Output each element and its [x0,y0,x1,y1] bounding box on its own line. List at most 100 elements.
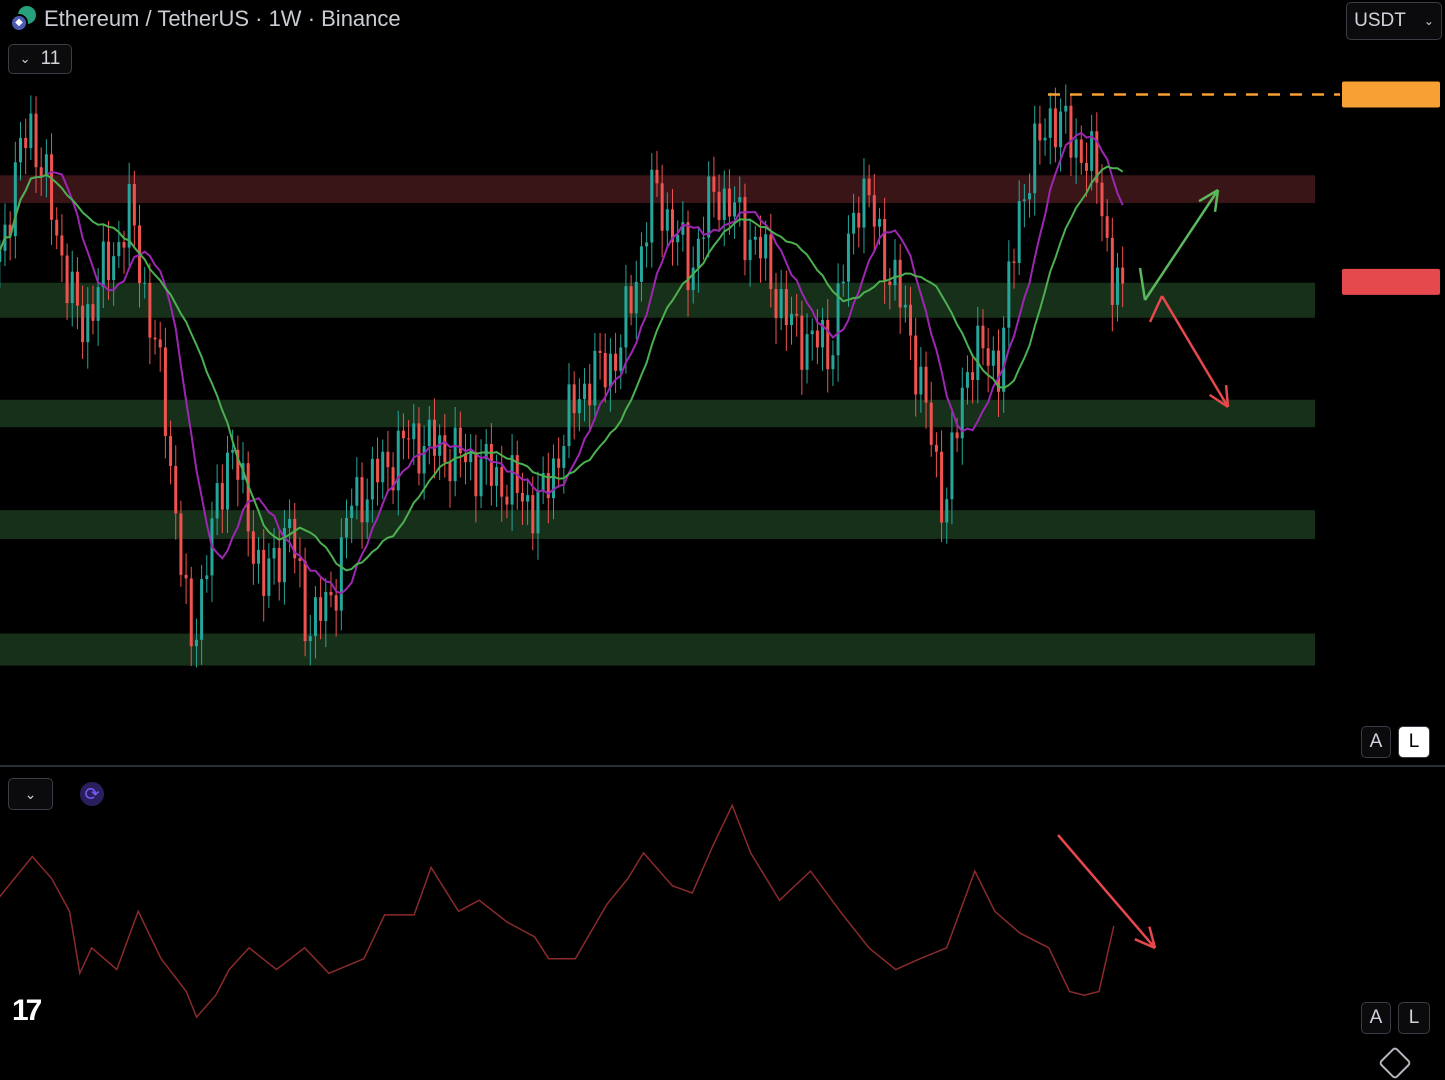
log-scale-button[interactable]: L [1398,726,1430,758]
candle-body [381,451,385,483]
candle-body [443,435,447,463]
candle-body [81,305,85,343]
candle-body [898,259,902,308]
candle-body [29,113,33,149]
candle-body [489,444,493,486]
candle-body [19,137,23,163]
zone-support [0,399,1315,428]
rsi-bear-arrow-head [1134,938,1156,950]
candle-body [272,547,276,559]
candle-body [577,399,581,414]
rsi-line [0,803,1115,1019]
candle-body [691,267,695,291]
candle-body [396,430,400,491]
symbol-title[interactable]: ◆ Ethereum / TetherUS · 1W · Binance [10,6,401,32]
auto-scale-button[interactable]: A [1361,726,1391,758]
candle-body [1110,237,1114,305]
candle-body [117,242,121,257]
candle-body [1100,182,1104,217]
candle-body [412,423,416,440]
candle-body [588,383,592,406]
candle-body [971,372,975,381]
candle-body [355,477,359,506]
candle-body [505,496,509,505]
candle-body [520,492,524,502]
candle-body [681,222,685,235]
candle-body [707,176,711,238]
candle-body [867,178,871,196]
candle-body [215,483,219,519]
candle-body [469,452,473,463]
candle-body [940,451,944,523]
candle-body [743,197,747,261]
candle-body [624,286,628,348]
candle-body [929,402,933,445]
candle-body [132,183,136,226]
candle-body [1048,108,1052,138]
candle-body [810,330,814,335]
zone-support [0,510,1315,539]
candle-body [815,330,819,348]
rsi-bear-arrow [1057,834,1156,949]
bear-arrow-head [1208,393,1229,409]
candle-body [13,162,17,237]
candle-body [169,436,173,467]
candle-body [246,463,250,532]
candle-body [1043,137,1047,141]
candle-body [914,335,918,395]
candle-body [583,383,587,400]
ath-price-badge [1342,81,1440,108]
candle-body [991,350,995,366]
candle-body [24,137,28,149]
candle-body [174,466,178,514]
candle-body [407,438,411,440]
currency-select[interactable]: USDT ⌄ [1346,2,1442,40]
candle-body [712,176,716,192]
candle-body [453,427,457,482]
candle-body [153,337,157,340]
candle-body [324,591,328,621]
candle-body [112,256,116,281]
candle-body [909,304,913,336]
candle-body [401,430,405,439]
candle-body [800,315,804,370]
last-price-badge [1342,268,1440,295]
candle-body [1033,123,1037,194]
indicators-count: 11 [40,48,61,69]
candle-body [194,639,198,647]
candle-body [1069,105,1073,158]
candle-body [0,250,2,262]
candle-body [205,575,209,580]
candle-body [448,462,452,482]
candle-body [836,283,840,356]
rsi-log-scale-button[interactable]: L [1398,1002,1430,1034]
candle-body [96,287,100,321]
candle-body [288,518,292,528]
candle-body [536,490,540,534]
candle-body [370,458,374,500]
bear-arrow-head [1224,384,1230,408]
candle-body [200,579,204,640]
rsi-auto-scale-button[interactable]: A [1361,1002,1391,1034]
pane-collapse-button[interactable]: ⌄ [8,778,53,810]
candle-body [143,282,147,284]
candle-body [1012,261,1016,263]
candle-body [846,233,850,282]
bull-arrow-head [1213,189,1220,212]
candle-body [1028,193,1032,200]
chevron-down-icon: ⌄ [1423,14,1434,28]
zone-support [0,633,1315,666]
candle-body [75,271,79,306]
candle-body [303,560,307,642]
candle-body [148,282,152,338]
refresh-icon[interactable]: ⟳ [80,782,104,806]
candle-body [86,304,90,343]
candle-body [474,452,478,497]
indicators-toggle-button[interactable]: ⌄ 11 [8,44,72,74]
candle-body [634,281,638,314]
candle-body [70,271,74,304]
candle-body [60,235,64,256]
candle-body [127,183,131,248]
candle-body [826,320,830,370]
